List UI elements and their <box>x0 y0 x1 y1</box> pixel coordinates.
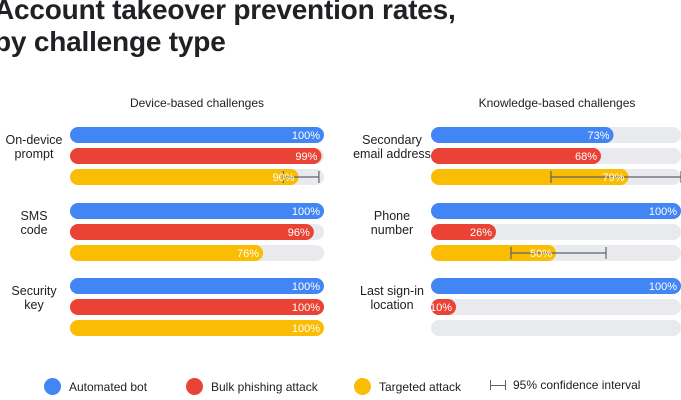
knowledge-bar-bulk <box>431 299 456 315</box>
device-bar-targeted <box>70 320 324 336</box>
chart-title-line-2: by challenge type <box>0 26 226 57</box>
chart-title-line-1: Account takeover prevention rates, <box>0 0 456 25</box>
legend-swatch-automated <box>44 378 61 395</box>
knowledge-data-label-bulk: 68% <box>575 151 597 163</box>
legend-label-bulk: Bulk phishing attack <box>211 379 318 394</box>
device-data-label-targeted: 90% <box>273 172 295 184</box>
device-data-label-bulk: 100% <box>292 302 320 314</box>
knowledge-bar-track <box>431 320 681 336</box>
device-bar-targeted <box>70 169 299 185</box>
device-category-label: Security key <box>11 284 57 312</box>
knowledge-data-label-bulk: 26% <box>470 227 492 239</box>
knowledge-category-label: Phone number <box>371 209 413 237</box>
device-bar-automated <box>70 127 324 143</box>
bar-charts: Device-based challenges On-device prompt 10… <box>6 96 681 336</box>
device-category-label: On-device prompt <box>6 133 63 161</box>
device-data-label-automated: 100% <box>292 281 320 293</box>
knowledge-data-label-targeted: 79% <box>602 172 624 184</box>
device-panel-title: Device-based challenges <box>130 96 264 110</box>
knowledge-bar-automated <box>431 127 614 143</box>
device-category-label: SMS code <box>20 209 47 237</box>
legend-swatch-targeted <box>354 378 371 395</box>
legend-label-automated: Automated bot <box>69 379 148 394</box>
knowledge-panel-title: Knowledge-based challenges <box>479 96 636 110</box>
knowledge-data-label-targeted: 50% <box>530 248 552 260</box>
knowledge-bar-track <box>431 299 681 315</box>
legend-label-targeted: Targeted attack <box>379 379 462 394</box>
chart-title: Account takeover prevention rates, by ch… <box>0 0 456 58</box>
device-data-label-targeted: 100% <box>292 323 320 335</box>
legend-item-ci: 95% confidence interval <box>490 378 640 392</box>
device-data-label-automated: 100% <box>292 130 320 142</box>
device-bar-targeted <box>70 245 264 261</box>
legend-item-bulk: Bulk phishing attack <box>186 378 318 395</box>
knowledge-bar-automated <box>431 203 681 219</box>
knowledge-bar-targeted <box>431 245 556 261</box>
knowledge-category-label: Last sign-in location <box>360 284 424 312</box>
legend: Automated bot Bulk phishing attack Targe… <box>0 378 681 400</box>
device-data-label-bulk: 99% <box>295 151 317 163</box>
knowledge-data-label-automated: 100% <box>649 206 677 218</box>
device-data-label-automated: 100% <box>292 206 320 218</box>
knowledge-data-label-automated: 100% <box>649 281 677 293</box>
device-data-label-targeted: 76% <box>237 248 259 260</box>
knowledge-bar-bulk <box>431 224 496 240</box>
device-bar-bulk <box>70 148 322 164</box>
legend-label-ci: 95% confidence interval <box>513 378 641 392</box>
knowledge-category-label: Secondary email address <box>353 133 431 161</box>
knowledge-bar-bulk <box>431 148 601 164</box>
legend-item-automated: Automated bot <box>44 378 147 395</box>
device-bar-bulk <box>70 224 314 240</box>
knowledge-data-label-automated: 73% <box>587 130 609 142</box>
knowledge-bar-automated <box>431 278 681 294</box>
device-bar-bulk <box>70 299 324 315</box>
device-bar-automated <box>70 203 324 219</box>
confidence-interval-icon <box>490 379 506 391</box>
legend-item-targeted: Targeted attack <box>354 378 461 395</box>
device-data-label-bulk: 96% <box>288 227 310 239</box>
knowledge-bar-targeted <box>431 169 629 185</box>
legend-swatch-bulk <box>186 378 203 395</box>
device-bar-automated <box>70 278 324 294</box>
knowledge-data-label-bulk: 10% <box>430 302 452 314</box>
